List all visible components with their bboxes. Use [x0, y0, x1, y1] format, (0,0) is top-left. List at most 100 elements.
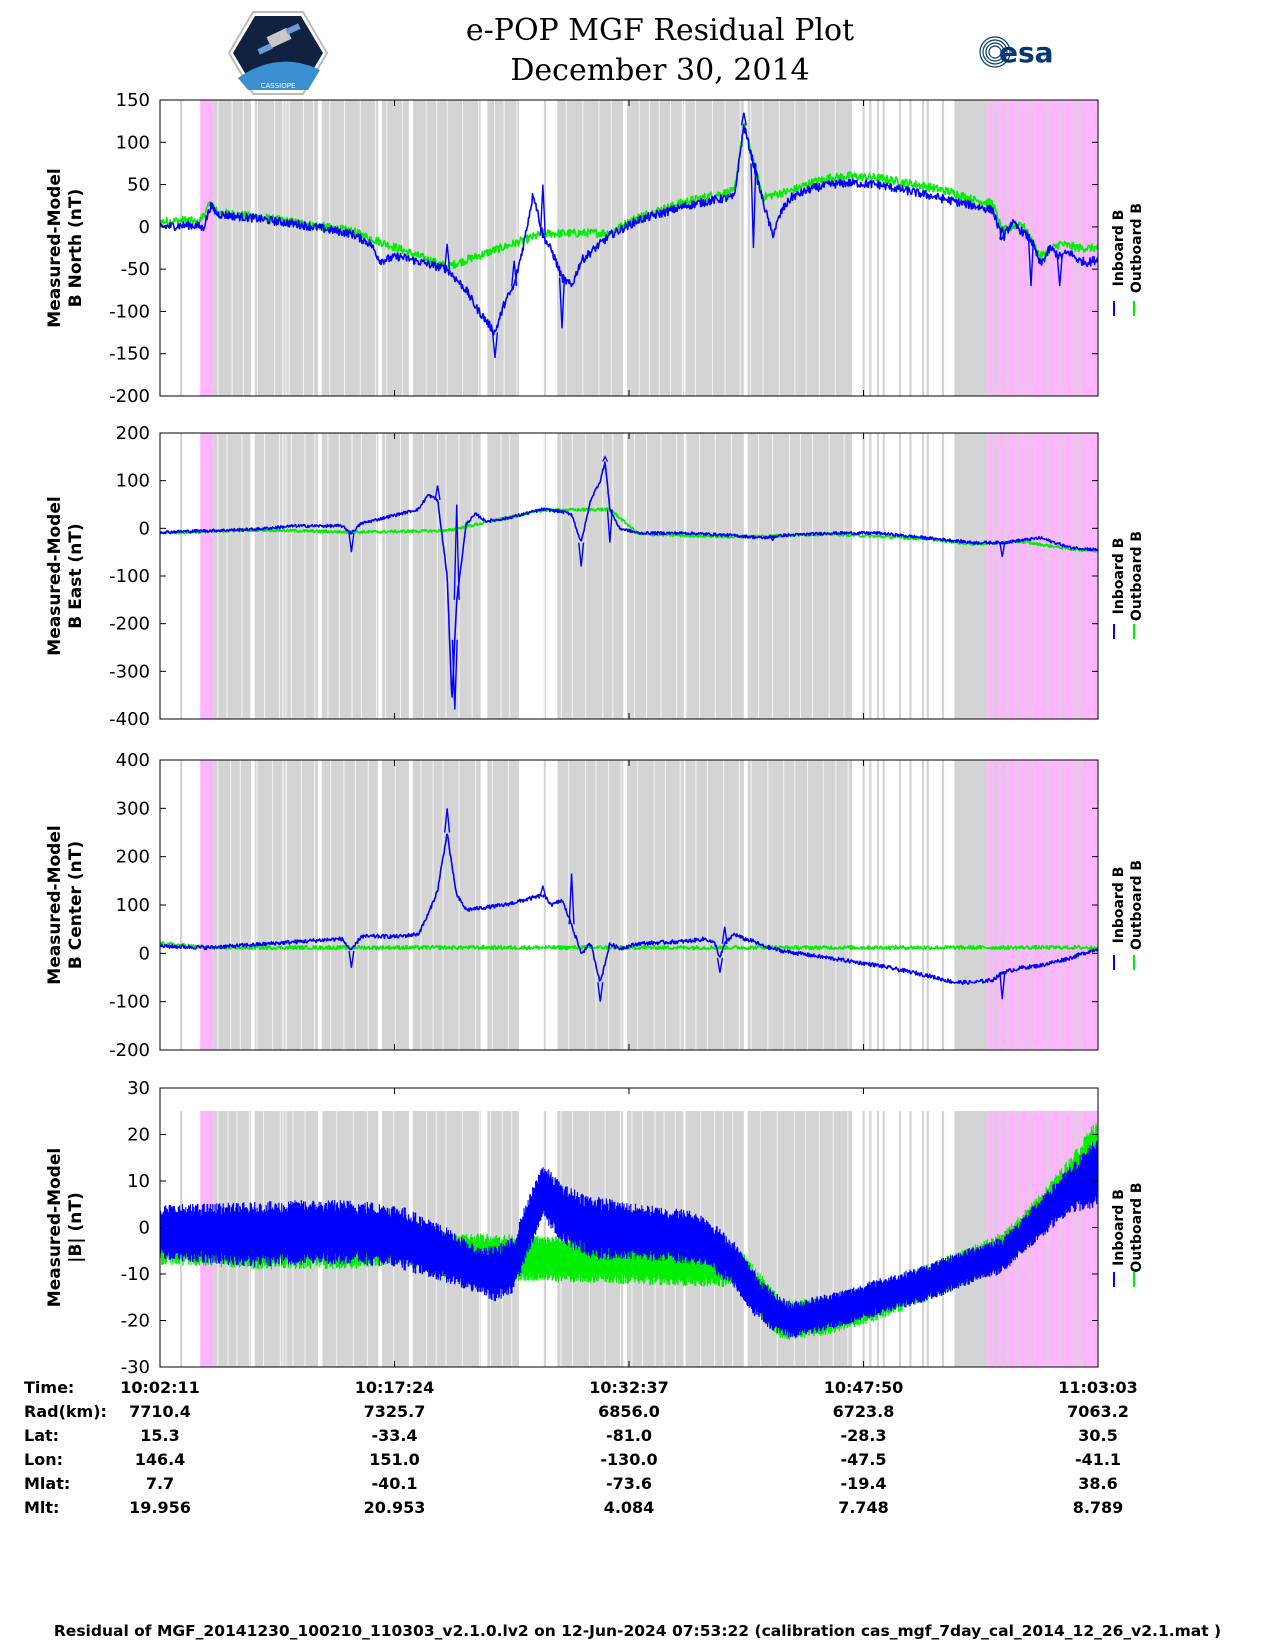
band-gap: [560, 433, 562, 719]
gray-band: [921, 100, 925, 396]
ephemeris-row-label: Lat:: [24, 1426, 59, 1445]
band-gap: [772, 433, 773, 719]
gray-band: [283, 100, 286, 396]
gray-band: [254, 433, 283, 719]
y-axis-label-line: Measured-Model: [45, 168, 65, 327]
gray-band: [659, 100, 662, 396]
band-gap: [778, 100, 780, 396]
y-tick-label: -200: [109, 386, 150, 407]
band-gap: [420, 760, 422, 1050]
gray-band: [346, 100, 349, 396]
band-gap: [343, 760, 345, 1050]
band-gap: [519, 760, 521, 1050]
band-gap: [670, 100, 672, 396]
gray-band: [286, 760, 318, 1050]
band-gap: [303, 100, 304, 396]
footer-caption: Residual of MGF_20141230_100210_110303_v…: [53, 1622, 1222, 1640]
band-gap: [793, 1111, 795, 1367]
gray-band: [283, 433, 286, 719]
band-gap: [411, 760, 413, 1050]
gray-band: [422, 760, 425, 1050]
gray-band: [213, 760, 251, 1050]
series-spike: [539, 184, 546, 236]
band-gap: [638, 100, 640, 396]
ephemeris-value: 6723.8: [833, 1402, 895, 1421]
band-gap: [812, 433, 813, 719]
band-gap: [653, 760, 655, 1050]
band-gap: [274, 100, 276, 396]
gray-band: [306, 433, 309, 719]
gray-band: [1046, 433, 1049, 719]
gray-band: [685, 100, 744, 396]
ephemeris-value: 8.789: [1073, 1498, 1124, 1517]
band-gap: [359, 100, 361, 396]
band-gap: [648, 100, 650, 396]
y-tick-label: 20: [127, 1125, 150, 1146]
gray-band: [862, 1111, 865, 1367]
band-gap: [241, 433, 243, 719]
series-spike: [451, 639, 458, 710]
gray-band: [681, 433, 684, 719]
panel-bmag: -30 -20 -10 0 10 20 30 Measured-Model|B| (nT) In…: [45, 1078, 1145, 1378]
series-spike: [558, 277, 566, 329]
gray-band: [321, 100, 379, 396]
time-tick-label: 11:03:03: [1058, 1378, 1138, 1397]
band-gap: [410, 433, 412, 719]
ephemeris-value: 6856.0: [598, 1402, 660, 1421]
ephemeris-value: 7.748: [838, 1498, 889, 1517]
gray-band: [898, 100, 902, 396]
gray-band: [921, 1111, 925, 1367]
band-gap: [757, 433, 759, 719]
y-tick-label: 0: [139, 1218, 150, 1239]
band-gap: [386, 100, 388, 396]
band-gap: [313, 100, 315, 396]
gray-band: [954, 433, 988, 719]
band-gap: [484, 433, 486, 719]
ephemeris-value: 38.6: [1078, 1474, 1117, 1493]
band-gap: [660, 433, 662, 719]
band-gap: [478, 100, 480, 396]
inboard-series: [160, 124, 1098, 336]
series-group: [160, 455, 1098, 710]
legend-outboard-label: Outboard B: [1129, 531, 1145, 621]
series-spike: [348, 533, 355, 553]
gray-band: [926, 760, 929, 1050]
band-gap: [832, 1111, 834, 1367]
gray-band: [1059, 760, 1062, 1050]
y-tick-label: -400: [109, 709, 150, 730]
ephemeris-row-label: Time:: [24, 1378, 74, 1397]
y-axis-label: Measured-ModelB Center (nT): [45, 825, 86, 984]
band-gap: [658, 100, 660, 396]
band-gap: [545, 760, 547, 1050]
gray-band: [1005, 760, 1008, 1050]
band-gap: [789, 433, 791, 719]
band-gap: [828, 433, 830, 719]
y-tick-label: -30: [121, 1357, 150, 1378]
legend: Inboard B Outboard B: [1111, 860, 1145, 950]
band-gap: [423, 433, 425, 719]
y-axis-label-line: B North (nT): [66, 189, 86, 308]
pink-band: [200, 433, 214, 719]
y-axis-label-line: B Center (nT): [66, 841, 86, 969]
band-gap: [278, 433, 280, 719]
gray-band: [876, 760, 880, 1050]
cassiope-logo: CASSIOPE: [228, 11, 328, 95]
gray-band: [909, 1111, 912, 1367]
band-gap: [376, 433, 377, 719]
band-gap: [264, 433, 266, 719]
legend: Inboard B Outboard B: [1111, 203, 1145, 293]
legend-outboard-label: Outboard B: [1129, 203, 1145, 293]
ephemeris-table: Time: 10:02:11 10:17:24 10:32:37 10:47:50 11:…: [24, 1378, 1138, 1517]
band-gap: [478, 1111, 480, 1367]
band-gap: [327, 433, 329, 719]
band-gap: [314, 760, 315, 1050]
band-gap: [750, 760, 752, 1050]
gray-band: [747, 433, 853, 719]
band-gap: [645, 433, 647, 719]
band-gap: [799, 433, 801, 719]
gray-band: [543, 100, 546, 396]
band-gap: [585, 433, 587, 719]
band-gap: [304, 433, 306, 719]
gray-band: [441, 433, 444, 719]
